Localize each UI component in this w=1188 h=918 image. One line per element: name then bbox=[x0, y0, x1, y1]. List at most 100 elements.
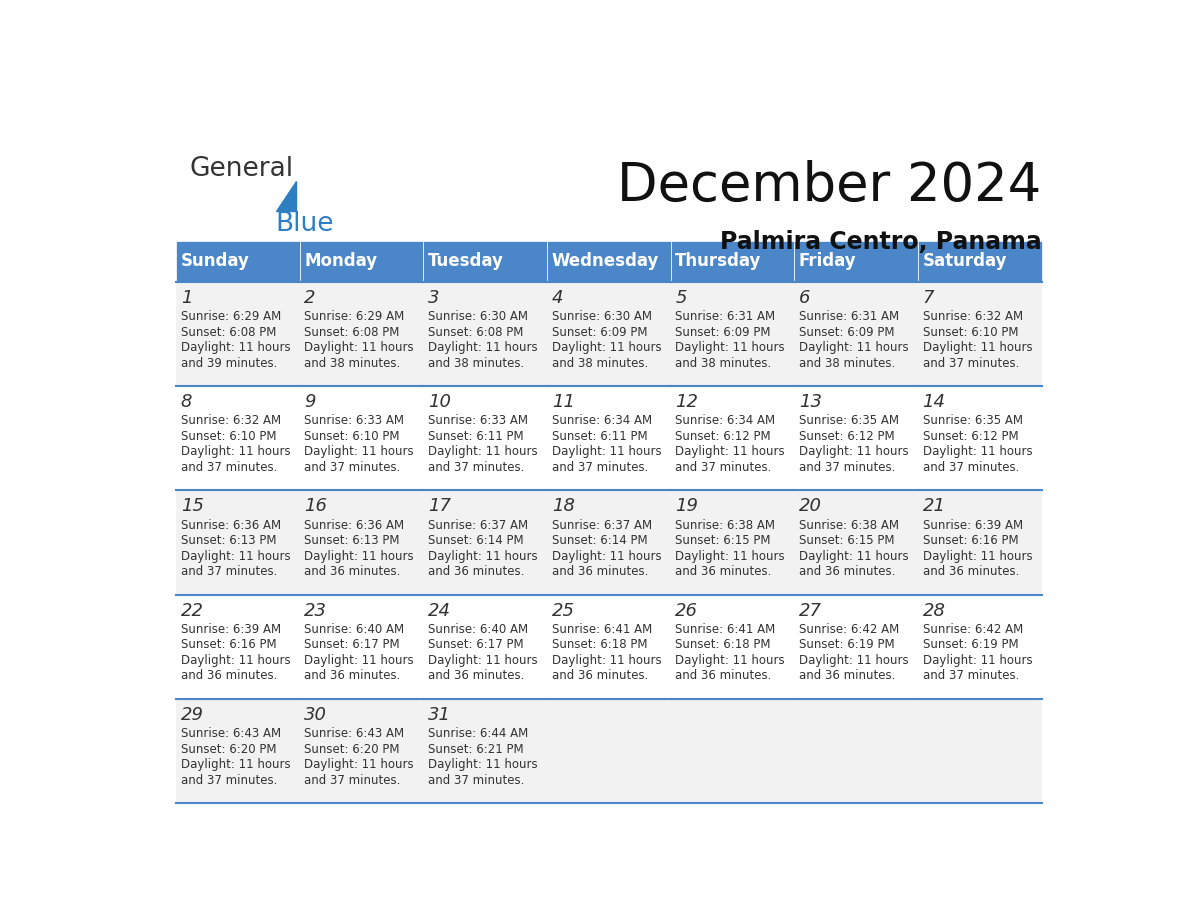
Text: Sunset: 6:16 PM: Sunset: 6:16 PM bbox=[923, 534, 1018, 547]
Text: Sunrise: 6:33 AM: Sunrise: 6:33 AM bbox=[304, 414, 404, 428]
Text: Palmira Centro, Panama: Palmira Centro, Panama bbox=[720, 230, 1042, 254]
Text: 21: 21 bbox=[923, 498, 946, 515]
Bar bbox=[299, 386, 423, 490]
Text: Daylight: 11 hours: Daylight: 11 hours bbox=[304, 550, 413, 563]
Text: 13: 13 bbox=[798, 393, 822, 411]
Bar bbox=[299, 490, 423, 595]
Bar bbox=[918, 490, 1042, 595]
Text: and 38 minutes.: and 38 minutes. bbox=[675, 357, 771, 370]
Text: 28: 28 bbox=[923, 601, 946, 620]
Bar bbox=[546, 699, 671, 803]
Text: Daylight: 11 hours: Daylight: 11 hours bbox=[181, 445, 290, 458]
Text: Sunrise: 6:29 AM: Sunrise: 6:29 AM bbox=[181, 310, 282, 323]
Text: 10: 10 bbox=[428, 393, 451, 411]
Bar bbox=[795, 490, 918, 595]
Text: 8: 8 bbox=[181, 393, 192, 411]
Text: Daylight: 11 hours: Daylight: 11 hours bbox=[798, 550, 909, 563]
Text: Daylight: 11 hours: Daylight: 11 hours bbox=[181, 654, 290, 666]
Text: 29: 29 bbox=[181, 706, 203, 723]
Text: Daylight: 11 hours: Daylight: 11 hours bbox=[428, 341, 538, 354]
Text: Sunrise: 6:38 AM: Sunrise: 6:38 AM bbox=[675, 519, 776, 532]
Text: 14: 14 bbox=[923, 393, 946, 411]
Text: Daylight: 11 hours: Daylight: 11 hours bbox=[428, 445, 538, 458]
Text: and 37 minutes.: and 37 minutes. bbox=[923, 357, 1019, 370]
Bar bbox=[918, 282, 1042, 386]
Text: and 36 minutes.: and 36 minutes. bbox=[304, 669, 400, 682]
Text: Sunrise: 6:43 AM: Sunrise: 6:43 AM bbox=[304, 727, 404, 740]
Text: 1: 1 bbox=[181, 289, 192, 307]
Text: Sunset: 6:08 PM: Sunset: 6:08 PM bbox=[304, 326, 399, 339]
Bar bbox=[176, 490, 299, 595]
Text: Sunrise: 6:40 AM: Sunrise: 6:40 AM bbox=[428, 622, 529, 636]
Text: Daylight: 11 hours: Daylight: 11 hours bbox=[551, 341, 662, 354]
Text: Thursday: Thursday bbox=[675, 252, 762, 271]
Text: Daylight: 11 hours: Daylight: 11 hours bbox=[923, 341, 1032, 354]
Text: 3: 3 bbox=[428, 289, 440, 307]
Text: Friday: Friday bbox=[798, 252, 857, 271]
Text: Daylight: 11 hours: Daylight: 11 hours bbox=[304, 654, 413, 666]
Text: December 2024: December 2024 bbox=[618, 160, 1042, 212]
Bar bbox=[423, 490, 546, 595]
Text: and 36 minutes.: and 36 minutes. bbox=[428, 669, 524, 682]
Text: and 37 minutes.: and 37 minutes. bbox=[675, 461, 772, 474]
Text: and 38 minutes.: and 38 minutes. bbox=[428, 357, 524, 370]
Bar bbox=[176, 699, 299, 803]
Text: 22: 22 bbox=[181, 601, 203, 620]
Text: and 36 minutes.: and 36 minutes. bbox=[304, 565, 400, 578]
Bar bbox=[423, 699, 546, 803]
Text: Daylight: 11 hours: Daylight: 11 hours bbox=[428, 758, 538, 771]
Text: Sunrise: 6:32 AM: Sunrise: 6:32 AM bbox=[181, 414, 280, 428]
Text: 7: 7 bbox=[923, 289, 934, 307]
Bar bbox=[918, 241, 1042, 282]
Bar bbox=[176, 241, 299, 282]
Text: Sunset: 6:14 PM: Sunset: 6:14 PM bbox=[551, 534, 647, 547]
Text: and 36 minutes.: and 36 minutes. bbox=[181, 669, 277, 682]
Text: Sunset: 6:12 PM: Sunset: 6:12 PM bbox=[923, 430, 1018, 443]
Text: 24: 24 bbox=[428, 601, 451, 620]
Bar bbox=[423, 241, 546, 282]
Text: Sunset: 6:09 PM: Sunset: 6:09 PM bbox=[798, 326, 895, 339]
Text: Sunset: 6:09 PM: Sunset: 6:09 PM bbox=[675, 326, 771, 339]
Text: 15: 15 bbox=[181, 498, 203, 515]
Bar bbox=[299, 241, 423, 282]
Text: Sunrise: 6:41 AM: Sunrise: 6:41 AM bbox=[675, 622, 776, 636]
Text: 12: 12 bbox=[675, 393, 699, 411]
Text: Daylight: 11 hours: Daylight: 11 hours bbox=[428, 550, 538, 563]
Text: 2: 2 bbox=[304, 289, 316, 307]
Text: Daylight: 11 hours: Daylight: 11 hours bbox=[798, 654, 909, 666]
Text: and 38 minutes.: and 38 minutes. bbox=[798, 357, 896, 370]
Text: 23: 23 bbox=[304, 601, 328, 620]
Bar bbox=[795, 386, 918, 490]
Text: Sunset: 6:19 PM: Sunset: 6:19 PM bbox=[923, 638, 1018, 652]
Bar bbox=[423, 595, 546, 699]
Text: Sunrise: 6:30 AM: Sunrise: 6:30 AM bbox=[551, 310, 652, 323]
Bar bbox=[299, 282, 423, 386]
Text: Daylight: 11 hours: Daylight: 11 hours bbox=[304, 341, 413, 354]
Text: Sunset: 6:10 PM: Sunset: 6:10 PM bbox=[304, 430, 400, 443]
Text: Sunrise: 6:36 AM: Sunrise: 6:36 AM bbox=[181, 519, 280, 532]
Text: Daylight: 11 hours: Daylight: 11 hours bbox=[551, 654, 662, 666]
Text: Sunrise: 6:29 AM: Sunrise: 6:29 AM bbox=[304, 310, 405, 323]
Text: Daylight: 11 hours: Daylight: 11 hours bbox=[798, 341, 909, 354]
Text: and 37 minutes.: and 37 minutes. bbox=[551, 461, 647, 474]
Text: 30: 30 bbox=[304, 706, 328, 723]
Text: Sunrise: 6:34 AM: Sunrise: 6:34 AM bbox=[675, 414, 776, 428]
Text: Sunset: 6:14 PM: Sunset: 6:14 PM bbox=[428, 534, 524, 547]
Text: Sunset: 6:20 PM: Sunset: 6:20 PM bbox=[181, 743, 277, 756]
Bar bbox=[671, 241, 795, 282]
Text: 16: 16 bbox=[304, 498, 328, 515]
Text: and 37 minutes.: and 37 minutes. bbox=[304, 461, 400, 474]
Text: and 37 minutes.: and 37 minutes. bbox=[923, 669, 1019, 682]
Bar bbox=[546, 386, 671, 490]
Text: Sunrise: 6:38 AM: Sunrise: 6:38 AM bbox=[798, 519, 899, 532]
Bar bbox=[546, 282, 671, 386]
Bar bbox=[176, 595, 299, 699]
Text: and 37 minutes.: and 37 minutes. bbox=[428, 461, 524, 474]
Text: Daylight: 11 hours: Daylight: 11 hours bbox=[551, 550, 662, 563]
Bar bbox=[671, 595, 795, 699]
Text: 20: 20 bbox=[798, 498, 822, 515]
Bar bbox=[423, 282, 546, 386]
Text: General: General bbox=[190, 156, 295, 182]
Bar bbox=[795, 241, 918, 282]
Text: Daylight: 11 hours: Daylight: 11 hours bbox=[675, 445, 785, 458]
